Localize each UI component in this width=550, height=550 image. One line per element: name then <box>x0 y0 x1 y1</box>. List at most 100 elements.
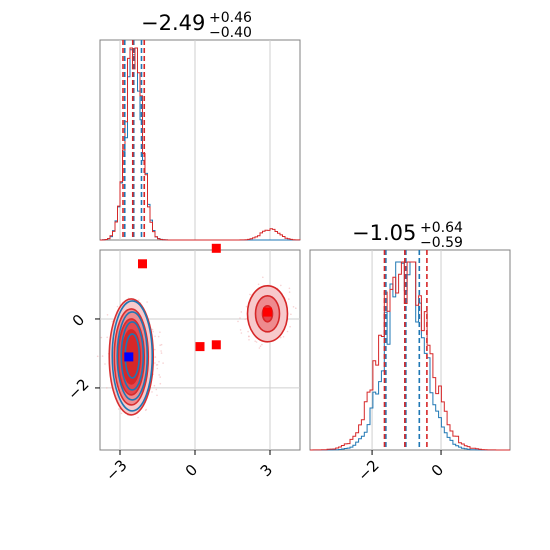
contour-a-level <box>120 321 145 391</box>
joint-markers <box>124 243 272 362</box>
contour-a-level <box>116 311 149 401</box>
tick-label-x-p1: −2 <box>354 456 382 484</box>
scatter-dot <box>160 350 162 352</box>
title-p1: −1.05 <box>352 221 416 245</box>
panel-joint <box>96 243 301 451</box>
marker-red <box>195 342 205 352</box>
scatter-dot <box>262 276 264 279</box>
scatter-dot <box>100 336 103 339</box>
contour-a-level <box>111 300 154 412</box>
marker-red <box>138 259 147 269</box>
scatter-dot <box>247 330 249 333</box>
scatter-dot <box>157 335 160 338</box>
tick-label-y-p1: −2 <box>64 375 92 403</box>
scatter-dot <box>154 348 156 351</box>
scatter-dot <box>138 299 140 302</box>
scatter-dot <box>106 336 108 339</box>
scatter-dot <box>154 356 157 358</box>
scatter-dot <box>288 287 291 290</box>
scatter-dot <box>137 416 139 419</box>
scatter-dot <box>116 305 119 308</box>
tick-label-x-p0: 0 <box>182 461 201 480</box>
scatter-dot <box>245 305 248 308</box>
title-p1-plus: +0.64 <box>420 220 463 236</box>
scatter-dot <box>254 340 256 343</box>
scatter-dot <box>159 382 162 385</box>
hist-p1-series-b <box>310 261 510 451</box>
scatter-dot <box>151 328 154 331</box>
scatter-dot <box>295 307 297 310</box>
tick-label-x-p1: 0 <box>428 461 447 480</box>
title-p1-minus: −0.59 <box>420 235 463 251</box>
panel-joint-frame <box>99 249 301 451</box>
hist-p0-series-b <box>100 47 301 241</box>
scatter-dot <box>239 329 242 331</box>
panel-hist-p0 <box>99 39 301 241</box>
hist-p0-quantiles <box>122 40 146 240</box>
hist-p1-grid <box>371 250 442 450</box>
scatter-dot <box>248 339 250 341</box>
scatter-dot <box>257 283 260 286</box>
scatter-dot <box>158 360 160 363</box>
scatter-dot <box>145 408 148 411</box>
scatter-dot <box>160 352 163 354</box>
scatter-dot <box>237 320 239 323</box>
scatter-dot <box>290 313 292 316</box>
scatter-dot <box>104 363 106 365</box>
scatter-dot <box>280 284 282 287</box>
scatter-dot <box>289 325 291 328</box>
scatter-dot <box>111 320 114 323</box>
scatter-dot <box>154 335 156 338</box>
scatter-dot <box>154 362 156 364</box>
title-p1-value: −1.05 <box>352 221 416 245</box>
scatter-dot <box>162 362 164 364</box>
scatter-dot <box>245 317 248 320</box>
scatter-dot <box>258 347 261 349</box>
hist-p1-series-a <box>310 261 510 451</box>
scatter-dot <box>96 355 99 358</box>
scatter-dot <box>101 355 104 357</box>
scatter-dot <box>155 388 158 391</box>
tick-label-y-p1: 0 <box>69 311 88 330</box>
scatter-dot <box>279 336 282 339</box>
scatter-dot <box>151 391 153 393</box>
scatter-dot <box>160 343 163 346</box>
scatter-dot <box>240 332 243 334</box>
scatter-dot <box>106 314 109 316</box>
scatter-dot <box>159 376 161 378</box>
marker-red <box>211 243 221 253</box>
scatter-dot <box>261 343 263 346</box>
scatter-dot <box>282 335 285 338</box>
marker-red <box>263 307 272 317</box>
scatter-dot <box>117 408 120 410</box>
panel-hist-p1-frame <box>309 249 511 451</box>
title-p0-plus: +0.46 <box>209 10 252 26</box>
scatter-dot <box>106 387 108 389</box>
hist-p1-series <box>310 261 510 451</box>
scatter-dot <box>248 335 250 338</box>
title-p0-value: −2.49 <box>141 11 205 35</box>
scatter-dot <box>153 384 156 387</box>
tick-label-x-p0: 3 <box>257 461 276 480</box>
title-p0: −2.49 <box>141 11 205 35</box>
marker-blue <box>124 352 134 362</box>
scatter-dot <box>286 330 289 333</box>
scatter-dot <box>146 301 148 303</box>
scatter-dot <box>156 367 159 370</box>
scatter-dot <box>159 344 161 347</box>
scatter-dot <box>288 291 291 293</box>
scatter-dot <box>259 345 262 348</box>
scatter-dot <box>292 306 295 308</box>
scatter-dot <box>158 374 160 376</box>
scatter-dot <box>155 364 158 366</box>
hist-p1-quantiles <box>383 250 428 450</box>
tick-label-x-p0: −3 <box>102 456 130 484</box>
scatter-dot <box>249 293 251 296</box>
scatter-dot <box>240 311 243 313</box>
panel-hist-p1 <box>309 249 511 451</box>
scatter-dot <box>152 330 154 333</box>
scatter-dot <box>288 298 290 300</box>
scatter-dot <box>120 412 123 415</box>
scatter-dot <box>159 331 161 334</box>
